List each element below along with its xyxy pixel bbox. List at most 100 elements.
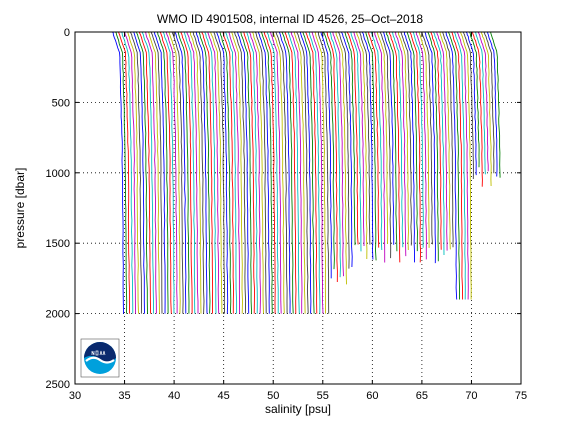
- profile-line: [118, 31, 131, 314]
- profile-line: [430, 31, 442, 250]
- profile-line: [421, 31, 433, 245]
- profile-line: [266, 31, 279, 314]
- profile-line: [219, 31, 232, 314]
- profile-line: [320, 31, 332, 279]
- profile-line: [353, 31, 365, 246]
- profile-line: [394, 31, 407, 257]
- profile-line: [460, 31, 472, 300]
- profile-line: [290, 32, 303, 314]
- profile-line: [317, 31, 330, 314]
- profile-line: [400, 31, 412, 246]
- profile-line: [293, 31, 306, 314]
- profile-line: [153, 31, 166, 314]
- profile-line: [204, 31, 217, 314]
- profile-line: [165, 31, 178, 314]
- profile-line: [418, 31, 430, 248]
- profile-line: [427, 31, 439, 262]
- x-axis-label: salinity [psu]: [265, 402, 331, 416]
- x-tick-label: 50: [267, 390, 279, 402]
- profile-line: [468, 31, 480, 168]
- profile-line: [350, 31, 362, 252]
- profile-line: [409, 31, 422, 263]
- noaa-logo-wordmark-bg: [91, 350, 109, 356]
- y-tick-label: 0: [64, 27, 70, 39]
- x-tick-label: 40: [168, 390, 180, 402]
- profile-line: [365, 31, 377, 261]
- profile-line: [272, 31, 285, 314]
- profile-line: [415, 31, 427, 260]
- profile-line: [189, 31, 202, 314]
- profile-line: [142, 31, 154, 314]
- profile-line: [436, 32, 448, 251]
- profile-line: [180, 32, 193, 314]
- profile-line: [115, 31, 128, 314]
- profile-line: [150, 31, 163, 314]
- profile-line: [382, 31, 395, 245]
- profile-line: [483, 31, 495, 174]
- profile-line: [397, 31, 409, 251]
- profile-line: [121, 31, 134, 314]
- profile-line: [302, 31, 315, 314]
- profile-line: [376, 31, 389, 244]
- profile-line: [311, 31, 324, 314]
- x-tick-label: 30: [69, 390, 81, 402]
- profile-line: [216, 31, 229, 314]
- plot-frame: [74, 31, 522, 385]
- profile-line: [451, 31, 464, 300]
- noaa-logo: [80, 338, 120, 378]
- profile-line: [454, 31, 466, 300]
- profile-line: [183, 31, 196, 314]
- profile-line: [249, 31, 261, 314]
- profile-line: [475, 32, 486, 175]
- profile-line: [136, 31, 148, 314]
- profile-line: [296, 31, 309, 314]
- x-tick-label: 55: [317, 390, 329, 402]
- x-tick-label: 45: [218, 390, 230, 402]
- y-tick-label: 1500: [46, 238, 70, 250]
- profile-line: [236, 31, 250, 314]
- profile-line: [171, 31, 184, 314]
- profile-line: [162, 31, 175, 314]
- profile-line: [284, 31, 297, 314]
- profile-line: [133, 31, 145, 314]
- profile-line: [490, 31, 501, 178]
- profile-line: [344, 31, 356, 246]
- profile-line: [368, 31, 380, 248]
- profile-line: [355, 31, 368, 260]
- profile-line: [314, 31, 327, 314]
- profile-line: [168, 31, 181, 314]
- profile-line: [192, 31, 205, 314]
- profile-line: [329, 31, 341, 278]
- profile-line: [186, 31, 199, 314]
- profile-line: [299, 31, 312, 314]
- y-tick-label: 500: [52, 97, 70, 109]
- profile-line: [159, 31, 172, 314]
- profile-line: [112, 31, 124, 314]
- profile-line: [308, 31, 321, 314]
- profile-line: [447, 31, 460, 300]
- profile-line: [287, 31, 300, 314]
- profile-line: [445, 31, 458, 300]
- profile-line: [129, 31, 142, 314]
- profile-line: [234, 31, 247, 314]
- profile-line: [471, 31, 483, 187]
- profile-line: [403, 31, 415, 263]
- profile-line: [379, 31, 392, 259]
- profile-line: [477, 31, 489, 172]
- profile-line: [156, 31, 169, 314]
- profile-line: [144, 31, 157, 314]
- profile-line: [124, 31, 136, 314]
- profile-line: [251, 31, 264, 314]
- profile-line: [207, 31, 220, 314]
- profile-line: [246, 31, 258, 314]
- profile-line: [201, 31, 214, 314]
- x-tick-label: 35: [118, 390, 130, 402]
- noaa-logo-wave: [85, 356, 115, 364]
- profile-line: [480, 31, 492, 187]
- profile-line: [243, 31, 255, 314]
- x-tick-label: 75: [515, 390, 527, 402]
- profile-line: [127, 31, 139, 314]
- plot-area: 30 35 40 45 50 55 60 65 70 75 0 500 1000 1500 2000 2500: [46, 27, 528, 402]
- profile-line: [374, 31, 386, 263]
